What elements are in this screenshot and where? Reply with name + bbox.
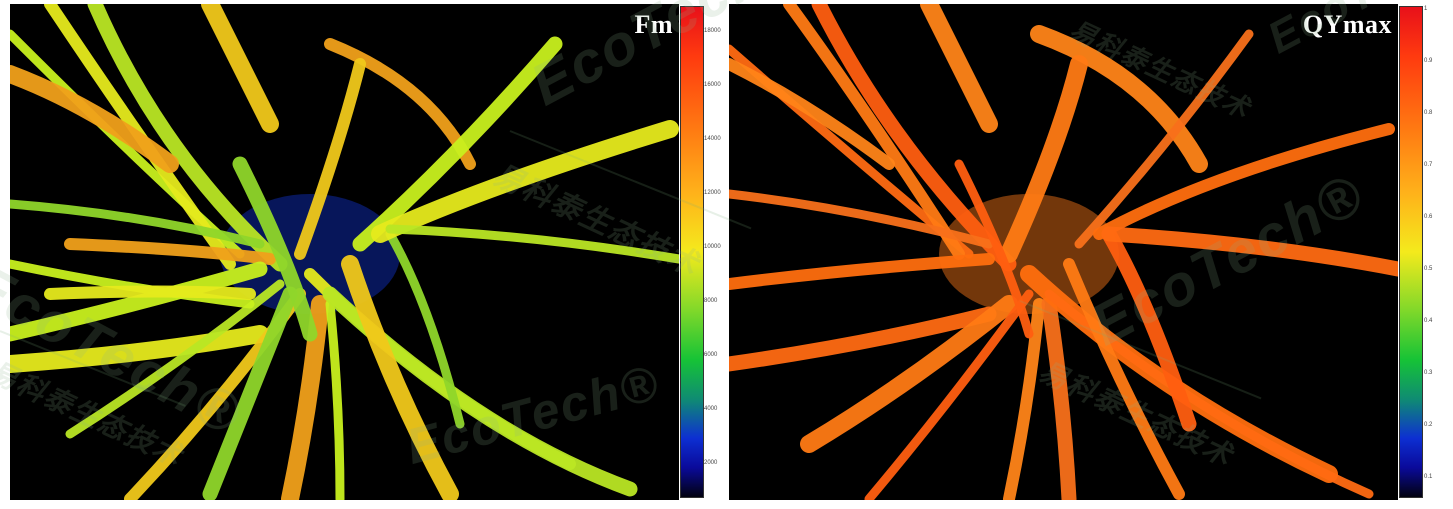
qymax-scale-tick: 0.7: [1424, 162, 1433, 168]
qymax-leaf: [1093, 123, 1395, 240]
fm-leaf: [294, 58, 366, 260]
qymax-leaf: [1101, 226, 1398, 277]
fm-scale-tick: 4000: [704, 406, 718, 412]
qymax-scale-tick: 0.8: [1424, 110, 1433, 116]
fm-scale-tick: 6000: [704, 352, 718, 358]
qymax-scale-tick: 0.3: [1424, 370, 1433, 376]
qymax-scale-tick: 0.2: [1424, 422, 1433, 428]
qymax-scale-tick: 0.4: [1424, 318, 1433, 324]
qymax-scale-tick: 0.5: [1424, 266, 1433, 272]
qymax-leaf: [1063, 258, 1185, 500]
fm-leaf: [10, 65, 179, 173]
qymax-scale-tick: 0.6: [1424, 214, 1433, 220]
fm-leaf: [341, 255, 459, 500]
qymax-leaf: [729, 189, 994, 249]
fm-leaf: [232, 156, 318, 342]
qymax-leaf: [729, 58, 895, 170]
fm-color-scale: [680, 6, 704, 498]
qymax-leaf: [800, 295, 1018, 453]
qymax-leaf: [1101, 226, 1197, 432]
fm-leaf: [371, 120, 679, 243]
fm-leaf: [202, 286, 298, 500]
qymax-scale-tick: 1: [1424, 6, 1428, 12]
qymax-leaf: [1030, 25, 1208, 173]
qymax-leaf: [811, 4, 1017, 272]
qymax-image-panel: QYmax: [729, 4, 1398, 500]
fm-leaf: [10, 261, 268, 342]
fm-image-panel: Fm: [10, 4, 679, 500]
qymax-leaf: [729, 253, 995, 290]
fm-leaf: [201, 4, 279, 133]
fm-leaf-image: [10, 4, 679, 500]
fm-scale-tick: 16000: [704, 82, 721, 88]
fm-leaf: [10, 199, 265, 249]
qymax-title: QYmax: [1302, 10, 1392, 39]
fm-leaf: [44, 285, 256, 300]
fm-scale-tick: 8000: [704, 298, 718, 304]
fm-leaf: [385, 229, 465, 429]
fm-leaf: [385, 224, 679, 264]
fm-title: Fm: [634, 10, 673, 39]
fm-scale-tick: 18000: [704, 28, 721, 34]
fm-leaf: [10, 325, 269, 373]
qymax-leaf-image: [729, 4, 1398, 500]
fm-leaf: [325, 299, 345, 500]
fm-scale-tick: 10000: [704, 244, 721, 250]
qymax-leaf: [864, 289, 1034, 500]
fm-scale-tick: 2000: [704, 460, 718, 466]
fm-leaf: [64, 238, 276, 265]
qymax-color-scale: [1399, 6, 1423, 498]
qymax-leaf: [1074, 29, 1254, 249]
fm-leaf: [281, 295, 329, 500]
fm-scale-tick: 12000: [704, 190, 721, 196]
qymax-leaf: [729, 306, 997, 372]
qymax-leaf: [920, 4, 998, 133]
qymax-leaf: [1000, 55, 1088, 263]
qymax-scale-tick: 0.9: [1424, 58, 1433, 64]
fm-leaf: [87, 4, 288, 272]
qymax-leaf: [1041, 296, 1077, 500]
qymax-leaf: [954, 159, 1034, 339]
qymax-leaf: [783, 4, 965, 260]
fm-scale-tick: 14000: [704, 136, 721, 142]
fm-leaf: [352, 36, 563, 252]
qymax-leaf: [1003, 298, 1045, 500]
qymax-scale-tick: 0.1: [1424, 474, 1433, 480]
